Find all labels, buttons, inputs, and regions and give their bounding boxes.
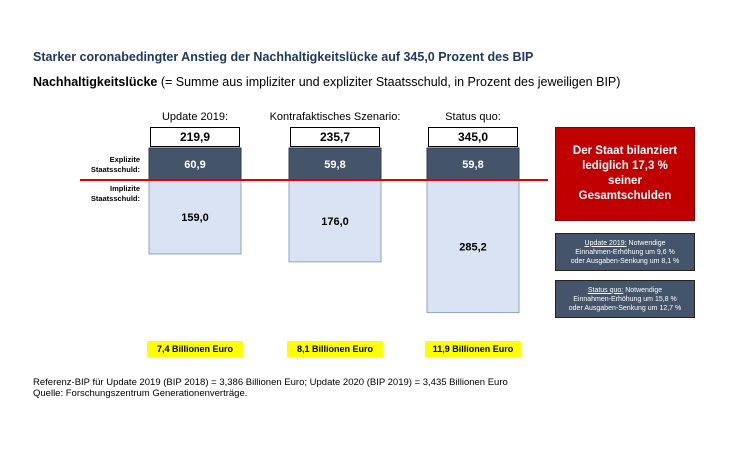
- label-explicit-2: 59,8: [462, 159, 483, 171]
- explicit-debt-label: Explizite Staatsschuld:: [40, 155, 140, 175]
- euro-label-1: 8,1 Billionen Euro: [287, 341, 383, 357]
- note-1-line2: Einnahmen-Erhöhung um 9,6 %: [575, 248, 675, 256]
- note-2-head: Status quo:: [587, 286, 624, 294]
- note-2-line2: Einnahmen-Erhöhung um 15,8 %: [573, 295, 677, 303]
- bar-explicit-1: [288, 147, 382, 181]
- label-implicit-0: 159,0: [181, 212, 209, 224]
- bar-explicit-0: [148, 147, 242, 181]
- implicit-label-line1: Implizite: [109, 184, 140, 193]
- footnote-reference-gdp: Referenz-BIP für Update 2019 (BIP 2018) …: [33, 377, 508, 388]
- chart-subtitle: Nachhaltigkeitslücke (= Summe aus impliz…: [33, 75, 620, 89]
- bar-implicit-1: [288, 179, 382, 263]
- column-header-1: Kontrafaktisches Szenario:: [269, 111, 401, 123]
- footnote-source: Quelle: Forschungszentrum Generationenve…: [33, 388, 248, 399]
- implicit-label-line2: Staatsschuld:: [90, 194, 140, 203]
- total-box-2: 345,0: [428, 127, 518, 147]
- note-status-quo: Status quo: Notwendige Einnahmen-Erhöhun…: [555, 280, 695, 318]
- label-implicit-1: 176,0: [321, 216, 349, 228]
- bar-implicit-0: [148, 179, 242, 255]
- alert-box: Der Staat bilanziert lediglich 17,3 % se…: [555, 127, 695, 221]
- note-1-line3: oder Ausgaben-Senkung um 8,1 %: [570, 257, 680, 265]
- column-header-0: Update 2019:: [161, 111, 229, 123]
- note-update-2019: Update 2019: Notwendige Einnahmen-Erhöhu…: [555, 233, 695, 271]
- total-box-1: 235,7: [290, 127, 380, 147]
- label-explicit-1: 59,8: [324, 159, 345, 171]
- subtitle-rest: (= Summe aus impliziter und expliziter S…: [157, 75, 621, 89]
- subtitle-bold: Nachhaltigkeitslücke: [33, 75, 158, 89]
- bar-explicit-2: [426, 147, 520, 181]
- implicit-debt-label: Implizite Staatsschuld:: [40, 184, 140, 204]
- note-2-line3: oder Ausgaben-Senkung um 12,7 %: [568, 304, 682, 312]
- footnote: Referenz-BIP für Update 2019 (BIP 2018) …: [33, 377, 508, 399]
- total-box-0: 219,9: [150, 127, 240, 147]
- note-2-rest: Notwendige: [623, 286, 663, 294]
- column-header-2: Status quo:: [445, 111, 501, 123]
- label-explicit-0: 60,9: [184, 159, 205, 171]
- explicit-label-line2: Staatsschuld:: [90, 165, 140, 174]
- euro-label-2: 11,9 Billionen Euro: [425, 341, 521, 357]
- chart-title: Starker coronabedingter Anstieg der Nach…: [33, 50, 534, 64]
- explicit-label-line1: Explizite: [109, 155, 140, 164]
- bar-implicit-2: [426, 179, 520, 314]
- euro-label-0: 7,4 Billionen Euro: [147, 341, 243, 357]
- note-1-head: Update 2019:: [584, 239, 627, 247]
- label-implicit-2: 285,2: [459, 241, 487, 253]
- note-1-rest: Notwendige: [626, 239, 666, 247]
